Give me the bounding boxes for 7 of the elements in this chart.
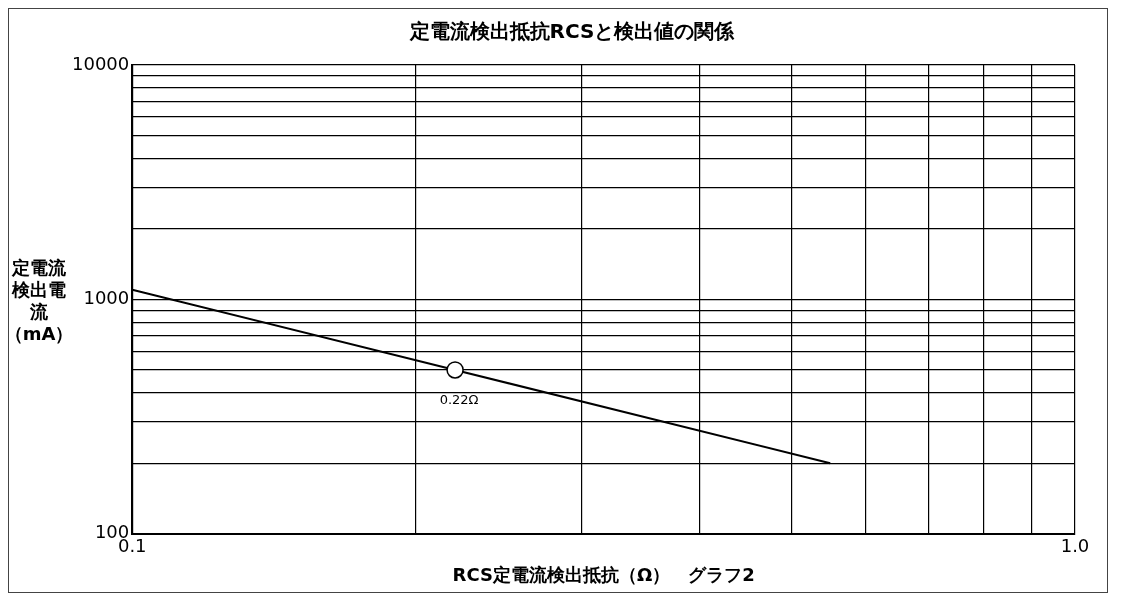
x-tick-label: 1.0: [1060, 534, 1090, 556]
annotation: 0.22Ω: [439, 391, 479, 407]
x-axis-title: RCS定電流検出抵抗（Ω） グラフ2: [452, 563, 755, 585]
y-tick-label: 1000: [83, 286, 130, 308]
chart-title: 定電流検出抵抗RCSと検出値の関係: [408, 18, 736, 43]
y-axis-title: 定電流検出電流（mA）: [4, 256, 74, 345]
y-tick-label: 10000: [72, 52, 130, 74]
